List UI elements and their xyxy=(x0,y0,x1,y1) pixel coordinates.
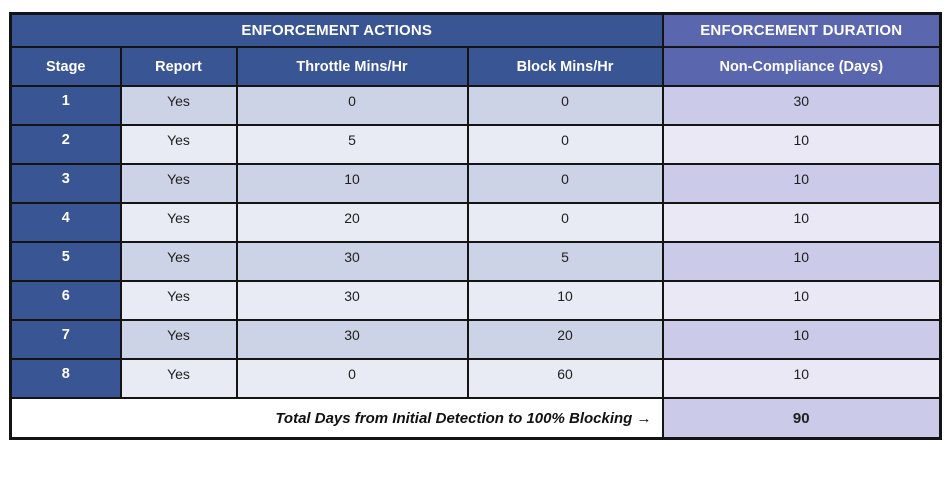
non-compliance-cell: 10 xyxy=(661,202,942,243)
stage-cell: 1 xyxy=(9,85,122,126)
non-compliance-cell: 10 xyxy=(661,280,942,321)
block-cell: 5 xyxy=(466,241,664,282)
block-cell: 10 xyxy=(466,280,664,321)
enforcement-table-container: ENFORCEMENT ACTIONS ENFORCEMENT DURATION… xyxy=(9,12,942,440)
non-compliance-cell: 10 xyxy=(661,358,942,399)
throttle-cell: 20 xyxy=(235,202,469,243)
enforcement-table: ENFORCEMENT ACTIONS ENFORCEMENT DURATION… xyxy=(9,12,942,440)
report-cell: Yes xyxy=(119,280,238,321)
total-label: Total Days from Initial Detection to 100… xyxy=(9,397,664,440)
column-header-block: Block Mins/Hr xyxy=(466,46,664,87)
throttle-cell: 0 xyxy=(235,358,469,399)
throttle-cell: 30 xyxy=(235,319,469,360)
table-row-stage-6: 6 Yes 30 10 10 xyxy=(9,280,942,321)
report-cell: Yes xyxy=(119,358,238,399)
stage-cell: 3 xyxy=(9,163,122,204)
stage-cell: 4 xyxy=(9,202,122,243)
block-cell: 20 xyxy=(466,319,664,360)
table-row-stage-2: 2 Yes 5 0 10 xyxy=(9,124,942,165)
report-cell: Yes xyxy=(119,319,238,360)
report-cell: Yes xyxy=(119,202,238,243)
non-compliance-cell: 10 xyxy=(661,319,942,360)
table-row-stage-8: 8 Yes 0 60 10 xyxy=(9,358,942,399)
table-row-stage-3: 3 Yes 10 0 10 xyxy=(9,163,942,204)
column-header-non-compliance: Non-Compliance (Days) xyxy=(661,46,942,87)
non-compliance-cell: 10 xyxy=(661,163,942,204)
non-compliance-cell: 30 xyxy=(661,85,942,126)
report-cell: Yes xyxy=(119,85,238,126)
block-cell: 0 xyxy=(466,85,664,126)
header-group-row: ENFORCEMENT ACTIONS ENFORCEMENT DURATION xyxy=(9,12,942,48)
column-header-throttle: Throttle Mins/Hr xyxy=(235,46,469,87)
throttle-cell: 30 xyxy=(235,241,469,282)
table-row-stage-4: 4 Yes 20 0 10 xyxy=(9,202,942,243)
non-compliance-cell: 10 xyxy=(661,241,942,282)
throttle-cell: 30 xyxy=(235,280,469,321)
header-enforcement-actions: ENFORCEMENT ACTIONS xyxy=(9,12,664,48)
throttle-cell: 10 xyxy=(235,163,469,204)
stage-cell: 6 xyxy=(9,280,122,321)
block-cell: 0 xyxy=(466,124,664,165)
block-cell: 0 xyxy=(466,163,664,204)
table-row-stage-7: 7 Yes 30 20 10 xyxy=(9,319,942,360)
table-row-stage-5: 5 Yes 30 5 10 xyxy=(9,241,942,282)
stage-cell: 5 xyxy=(9,241,122,282)
stage-cell: 8 xyxy=(9,358,122,399)
non-compliance-cell: 10 xyxy=(661,124,942,165)
block-cell: 60 xyxy=(466,358,664,399)
column-header-row: Stage Report Throttle Mins/Hr Block Mins… xyxy=(9,46,942,87)
column-header-report: Report xyxy=(119,46,238,87)
block-cell: 0 xyxy=(466,202,664,243)
stage-cell: 7 xyxy=(9,319,122,360)
column-header-stage: Stage xyxy=(9,46,122,87)
table-row-stage-1: 1 Yes 0 0 30 xyxy=(9,85,942,126)
throttle-cell: 0 xyxy=(235,85,469,126)
total-days-value: 90 xyxy=(661,397,942,440)
stage-cell: 2 xyxy=(9,124,122,165)
report-cell: Yes xyxy=(119,241,238,282)
report-cell: Yes xyxy=(119,124,238,165)
report-cell: Yes xyxy=(119,163,238,204)
throttle-cell: 5 xyxy=(235,124,469,165)
header-enforcement-duration: ENFORCEMENT DURATION xyxy=(661,12,942,48)
total-row: Total Days from Initial Detection to 100… xyxy=(9,397,942,440)
